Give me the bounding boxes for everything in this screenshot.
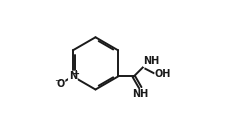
Text: N: N [69,71,77,81]
Text: −: − [54,77,61,86]
Text: NH: NH [143,56,159,66]
Text: OH: OH [155,69,171,79]
Text: O: O [56,79,64,89]
Text: +: + [72,69,79,78]
Text: NH: NH [132,89,149,99]
